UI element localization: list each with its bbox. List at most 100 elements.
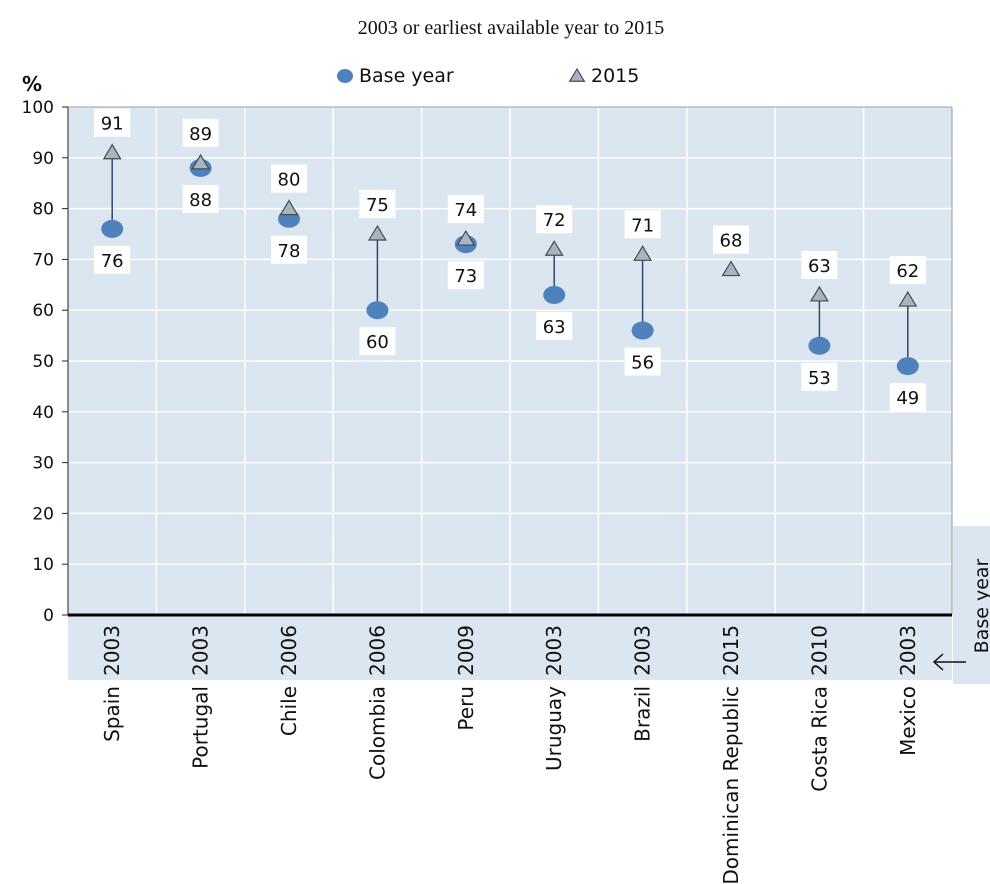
year-2015-point	[544, 240, 564, 256]
data-label-text: 68	[720, 231, 743, 252]
plot-area: 0 10 20 30 40 50 60 70 80 90 100 91 76 89 88 80 78 75 60 74…	[22, 98, 953, 884]
data-label-box	[801, 250, 838, 279]
arrow-head	[932, 653, 944, 671]
base-year-band	[68, 615, 952, 680]
data-label: 63	[801, 250, 838, 279]
data-label-box	[271, 164, 307, 193]
data-label-text: 89	[189, 124, 212, 145]
data-label-text: 76	[101, 251, 124, 272]
base-year-label: 2006	[277, 625, 301, 676]
data-label-box	[889, 383, 926, 412]
data-label-box	[801, 362, 838, 391]
data-label-text: 53	[808, 368, 831, 389]
legend: Base year 2015	[337, 65, 639, 87]
category-label: Dominican Republic	[719, 686, 743, 884]
y-tick-label: 20	[32, 504, 54, 524]
category-label: Costa Rica	[807, 686, 831, 792]
base-year-label: 2003	[189, 625, 213, 676]
y-tick-label: 30	[32, 454, 54, 474]
data-label: 80	[271, 164, 307, 193]
year-2015-point	[191, 153, 211, 170]
category-label: Portugal	[189, 686, 213, 769]
data-label: 73	[447, 261, 484, 290]
year-2015-point	[721, 260, 741, 277]
data-label-box	[713, 225, 749, 254]
data-label-text: 63	[543, 317, 566, 338]
callout-text: Base year	[971, 558, 990, 653]
base-year-label: 2010	[807, 625, 831, 676]
base-year-point	[631, 321, 654, 340]
data-label: 68	[713, 225, 749, 254]
legend-triangle-marker	[568, 67, 586, 82]
data-label: 72	[536, 205, 573, 234]
base-year-callout: Base year	[932, 526, 990, 684]
y-tick-label: 90	[32, 149, 54, 169]
data-label: 78	[271, 235, 307, 264]
data-label-box	[447, 195, 484, 224]
data-label-text: 75	[366, 195, 389, 216]
chart-title: 2003 or earliest available year to 2015	[358, 17, 665, 39]
data-label-box	[359, 190, 396, 218]
data-label-box	[182, 118, 219, 147]
data-label: 53	[801, 362, 838, 391]
data-label-box	[182, 184, 219, 213]
data-label-box	[624, 210, 661, 239]
base-year-point	[808, 336, 831, 355]
data-label-text: 60	[366, 332, 389, 353]
data-label-text: 80	[278, 170, 301, 191]
category-label: Chile	[277, 686, 301, 736]
year-2015-point	[898, 290, 918, 307]
data-label-text: 72	[543, 210, 566, 231]
data-label-box	[271, 235, 307, 264]
data-label-box	[536, 311, 573, 340]
data-label-text: 91	[101, 114, 124, 135]
year-2015-point	[633, 245, 653, 261]
base-year-point	[543, 285, 566, 304]
y-tick-label: 70	[32, 250, 54, 270]
data-label: 91	[94, 108, 131, 137]
data-label: 49	[889, 383, 926, 412]
y-tick-label: 100	[22, 98, 54, 118]
data-label-box	[536, 205, 573, 234]
data-label-box	[94, 245, 131, 274]
data-label: 76	[94, 245, 131, 274]
data-label-text: 78	[278, 241, 301, 262]
callout-background	[953, 526, 990, 684]
data-label: 88	[182, 184, 219, 213]
data-label-text: 73	[454, 266, 477, 287]
data-label: 71	[624, 210, 661, 239]
data-label-text: 62	[896, 261, 919, 282]
y-axis-label: %	[22, 72, 42, 96]
category-label: Brazil	[631, 686, 655, 742]
legend-base-year: Base year	[359, 65, 454, 87]
data-label-text: 71	[631, 215, 654, 236]
data-label-text: 63	[808, 256, 831, 277]
data-label: 89	[182, 118, 219, 147]
y-tick-label: 80	[32, 200, 54, 220]
category-label: Peru	[454, 686, 478, 731]
data-label-box	[94, 108, 131, 137]
base-year-label: 2003	[631, 625, 655, 676]
data-label-text: 88	[189, 190, 212, 211]
data-label-box	[359, 327, 396, 356]
year-2015-point	[809, 285, 829, 302]
data-label: 74	[447, 195, 484, 224]
legend-2015: 2015	[591, 65, 639, 87]
data-label-text: 49	[896, 388, 919, 409]
data-label: 75	[359, 190, 396, 218]
category-label: Colombia	[365, 686, 389, 780]
base-year-label: 2003	[542, 625, 566, 676]
data-label: 63	[536, 311, 573, 340]
y-tick-label: 0	[43, 606, 54, 626]
base-year-label: 2003	[100, 625, 124, 676]
base-year-label: 2009	[454, 625, 478, 676]
base-year-label: 2006	[365, 625, 389, 676]
base-year-label: 2003	[896, 625, 920, 676]
category-label: Spain	[100, 686, 124, 742]
data-label-text: 56	[631, 353, 654, 374]
category-label: Mexico	[896, 686, 920, 756]
y-tick-label: 50	[32, 352, 54, 372]
base-year-point	[366, 301, 389, 320]
y-tick-label: 60	[32, 301, 54, 321]
